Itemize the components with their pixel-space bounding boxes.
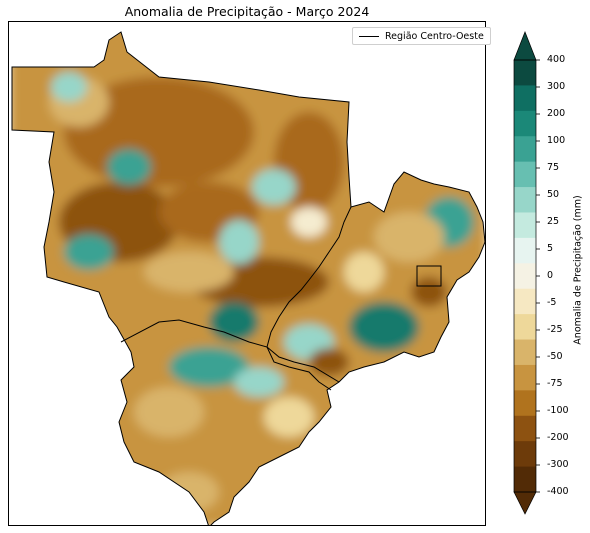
dry-anomaly-patch: [134, 387, 204, 437]
colorbar-segment: [514, 85, 536, 112]
colorbar-segment: [514, 415, 536, 442]
colorbar-tick-label: 75: [547, 162, 560, 173]
colorbar-tick-label: -25: [547, 324, 563, 335]
wet-anomaly-patch: [169, 347, 249, 387]
dry-anomaly-patch: [184, 422, 274, 482]
colorbar-segment: [514, 364, 536, 391]
wet-anomaly-patch: [349, 302, 419, 352]
colorbar-segment: [514, 161, 536, 188]
colorbar-segment: [514, 288, 536, 315]
region-borders: [11, 31, 485, 525]
colorbar-segment: [514, 466, 536, 493]
dry-anomaly-patch: [309, 348, 349, 376]
neutral-anomaly-patch: [264, 397, 314, 437]
colorbar-label: Anomalia de Precipitação (mm): [572, 195, 584, 345]
colorbar-tick-label: 200: [547, 108, 566, 119]
colorbar-tick-label: 300: [547, 81, 566, 92]
colorbar-tick-label: 25: [547, 216, 560, 227]
colorbar-segment: [514, 60, 536, 86]
colorbar-segment: [514, 212, 536, 239]
colorbar-segment: [514, 390, 536, 417]
dry-anomaly-patch: [411, 277, 447, 307]
colorbar-tick-label: -100: [547, 405, 569, 416]
neutral-anomaly-patch: [344, 252, 384, 292]
wet-anomaly-patch: [107, 149, 151, 185]
colorbar-tick-label: -400: [547, 486, 569, 497]
colorbar-tick-label: 5: [547, 243, 554, 254]
colorbar-tick-label: 50: [547, 189, 560, 200]
colorbar-segment: [514, 187, 536, 213]
colorbar-max-extension: [513, 31, 537, 61]
colorbar-segment: [514, 441, 536, 468]
colorbar-segment: [514, 339, 536, 366]
state-border-mt-ms: [120, 319, 332, 391]
state-border-go-ms: [266, 346, 340, 383]
colorbar-tick-label: -5: [547, 297, 557, 308]
colorbar-tick-label: -75: [547, 378, 563, 389]
map-legend: Região Centro-Oeste: [352, 27, 491, 45]
colorbar: [513, 31, 540, 515]
dry-anomaly-patch: [374, 212, 444, 262]
legend-label: Região Centro-Oeste: [385, 30, 484, 42]
colorbar-segment: [514, 263, 536, 290]
colorbar-tick-label: -300: [547, 459, 569, 470]
wet-anomaly-patch: [209, 302, 259, 342]
wet-anomaly-patch: [234, 367, 284, 397]
legend-line: [359, 35, 379, 37]
federal-district-box: [416, 265, 442, 287]
map-frame: [8, 21, 486, 526]
colorbar-tick-label: -200: [547, 432, 569, 443]
colorbar-min-extension: [513, 491, 537, 515]
dry-anomaly-patch: [144, 252, 234, 292]
colorbar-tick-label: -50: [547, 351, 563, 362]
precipitation-map: [11, 31, 485, 525]
colorbar-tick-label: 400: [547, 54, 566, 65]
wet-anomaly-patch: [64, 234, 114, 270]
colorbar-tick-label: 0: [547, 270, 554, 281]
wet-anomaly-patch: [252, 169, 296, 205]
region-outline: [11, 31, 485, 525]
state-border-mt-go: [266, 206, 352, 348]
colorbar-tick-label: 100: [547, 135, 566, 146]
wet-anomaly-patch: [219, 220, 259, 264]
map-title: Anomalia de Precipitação - Março 2024: [124, 4, 370, 19]
neutral-anomaly-patch: [291, 207, 327, 237]
colorbar-segment: [514, 314, 536, 341]
wet-anomaly-patch: [51, 72, 87, 102]
colorbar-segment: [514, 237, 536, 264]
colorbar-segment: [514, 110, 536, 137]
colorbar-segment: [514, 136, 536, 163]
